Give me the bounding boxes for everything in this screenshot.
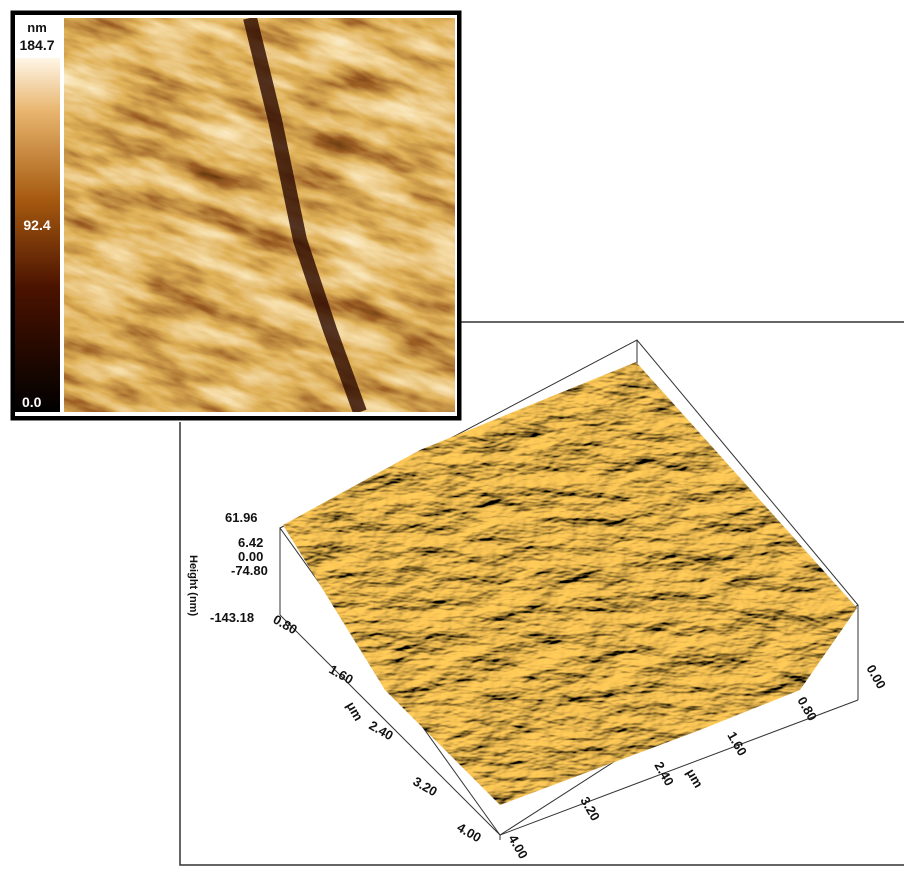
left-tick: 3.20 xyxy=(411,774,440,800)
panel-frame xyxy=(179,422,904,866)
z-tick: 61.96 xyxy=(225,510,258,525)
z-axis-label: Height (nm) xyxy=(187,555,199,616)
corner-tick: 0.00 xyxy=(863,662,889,691)
left-axis-label: μm xyxy=(343,699,366,723)
colorbar-mid: 92.4 xyxy=(23,217,50,233)
left-tick: 2.40 xyxy=(367,718,396,744)
colorbar-max: 184.7 xyxy=(19,37,54,53)
right-tick: 4.00 xyxy=(505,832,531,861)
z-tick: 0.00 xyxy=(238,549,263,564)
colorbar xyxy=(15,58,60,412)
left-tick: 0.80 xyxy=(271,612,300,638)
afm-image xyxy=(64,18,455,412)
z-tick: 6.42 xyxy=(238,535,263,550)
right-axis-label: μm xyxy=(683,766,706,790)
right-tick: 0.80 xyxy=(794,694,820,723)
right-tick: 1.60 xyxy=(724,729,750,758)
colorbar-min: 0.0 xyxy=(22,394,42,410)
left-tick: 4.00 xyxy=(455,820,484,846)
z-tick: -143.18 xyxy=(210,610,254,625)
colorbar-unit: nm xyxy=(27,20,47,35)
z-tick: -74.80 xyxy=(231,563,268,578)
left-tick: 1.60 xyxy=(327,662,356,688)
right-tick: 3.20 xyxy=(577,794,603,823)
right-tick: 2.40 xyxy=(651,759,677,788)
